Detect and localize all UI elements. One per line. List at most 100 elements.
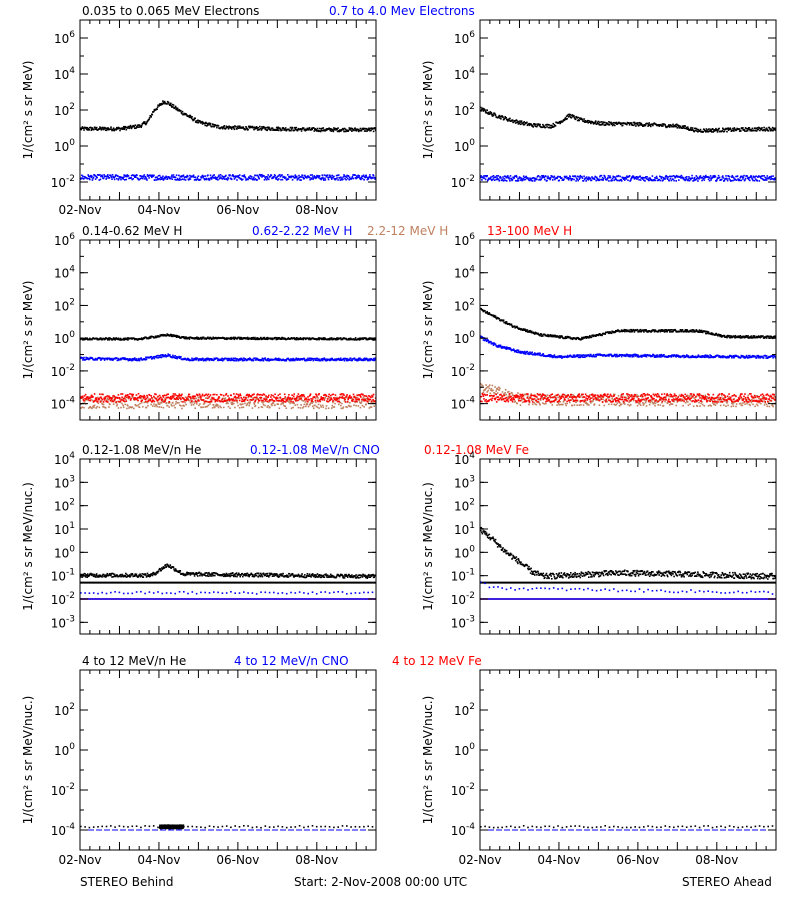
data-point: [702, 131, 704, 133]
data-point: [96, 401, 99, 403]
data-point: [315, 393, 318, 396]
data-point: [113, 396, 115, 399]
data-point: [202, 403, 205, 405]
data-point: [290, 128, 293, 130]
data-point: [136, 124, 139, 127]
data-point: [107, 128, 109, 130]
data-point: [527, 177, 529, 179]
data-point: [192, 397, 194, 400]
data-point: [177, 396, 179, 399]
data-point: [612, 123, 615, 126]
data-point: [710, 130, 712, 132]
data-point: [331, 407, 333, 409]
data-point: [687, 178, 690, 180]
data-point: [150, 355, 152, 358]
data-point: [274, 404, 276, 407]
data-point: [270, 394, 273, 396]
data-point: [188, 177, 191, 179]
data-point: [230, 398, 233, 400]
data-point: [296, 400, 298, 402]
data-point: [164, 400, 166, 402]
data-point: [520, 178, 523, 180]
data-point: [484, 389, 486, 391]
data-point: [710, 131, 713, 133]
data-point: [274, 175, 276, 177]
data-point: [361, 400, 363, 402]
data-point: [301, 395, 303, 397]
data-point: [177, 398, 179, 401]
data-point: [728, 175, 731, 178]
data-point: [327, 178, 330, 181]
data-point: [521, 179, 524, 181]
data-point: [718, 127, 720, 130]
data-point: [481, 384, 483, 386]
data-point: [126, 337, 129, 339]
data-point: [745, 127, 747, 130]
data-point: [104, 396, 107, 398]
data-point: [552, 122, 555, 125]
data-point: [179, 175, 182, 178]
data-point: [283, 128, 286, 130]
data-point: [699, 128, 702, 131]
data-point: [212, 336, 214, 339]
data-point: [111, 357, 113, 360]
data-point: [128, 397, 130, 399]
data-point: [161, 178, 163, 180]
data-point: [194, 407, 196, 409]
data-point: [764, 129, 767, 132]
data-point: [328, 176, 330, 178]
data-point: [135, 394, 138, 396]
data-point: [174, 398, 177, 400]
data-point: [480, 106, 482, 109]
data-point: [93, 400, 95, 402]
data-point: [227, 359, 230, 362]
data-point: [517, 178, 519, 180]
data-point: [238, 358, 241, 360]
data-point: [117, 359, 119, 362]
data-point: [154, 405, 156, 408]
data-point: [211, 125, 213, 128]
data-point: [305, 397, 308, 400]
data-point: [569, 113, 572, 116]
data-point: [203, 395, 205, 397]
data-point: [500, 118, 502, 120]
data-point: [302, 400, 304, 402]
data-point: [131, 358, 133, 360]
data-point: [658, 125, 660, 127]
data-point: [529, 396, 531, 398]
data-point: [166, 393, 168, 396]
data-point: [166, 404, 169, 407]
data-point: [200, 359, 202, 361]
data-point: [365, 176, 368, 178]
data-point: [702, 175, 705, 178]
data-point: [153, 395, 155, 398]
data-point: [148, 399, 151, 402]
data-point: [146, 174, 149, 176]
data-point: [97, 402, 100, 405]
data-point: [236, 128, 238, 130]
data-point: [230, 394, 232, 397]
data-point: [642, 176, 645, 179]
data-point: [511, 392, 513, 394]
data-point: [109, 174, 112, 176]
data-point: [359, 395, 362, 397]
data-point: [91, 407, 93, 410]
data-point: [366, 400, 369, 403]
data-point: [140, 177, 143, 179]
data-point: [211, 177, 213, 179]
data-point: [343, 130, 345, 133]
data-point: [272, 177, 274, 179]
data-point: [129, 124, 132, 127]
data-point: [151, 396, 153, 399]
data-point: [335, 129, 337, 131]
data-point: [551, 404, 554, 406]
data-point: [131, 178, 133, 181]
data-point: [325, 174, 327, 177]
data-point: [370, 129, 372, 132]
data-point: [612, 122, 614, 124]
data-point: [360, 130, 363, 132]
data-point: [118, 127, 121, 129]
data-point: [157, 178, 159, 181]
data-point: [493, 176, 495, 179]
data-point: [127, 394, 129, 396]
